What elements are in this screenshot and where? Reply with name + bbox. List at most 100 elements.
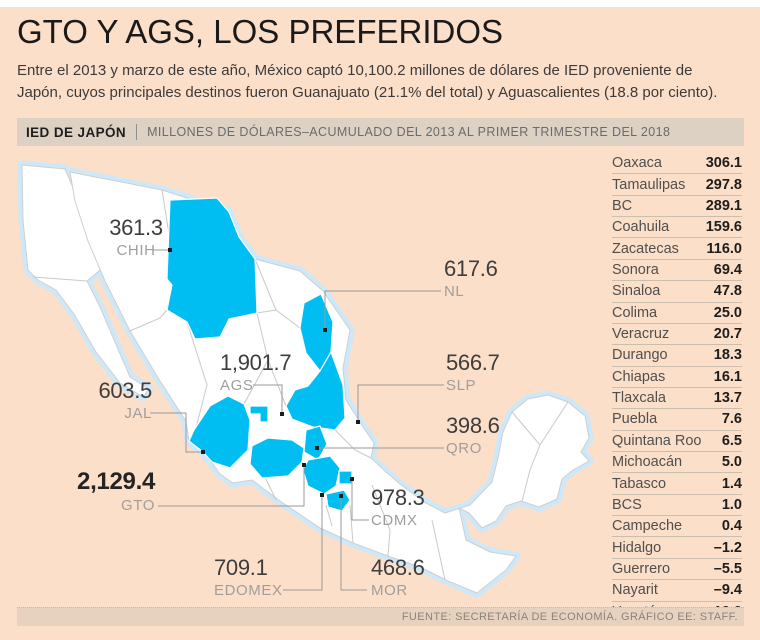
- source-bar: FUENTE: SECRETARÍA DE ECONOMÍA. GRÁFICO …: [17, 607, 744, 626]
- state-value: 1.4: [721, 475, 742, 492]
- callout-connector-lines: [150, 249, 444, 591]
- state-name: Tamaulipas: [612, 176, 686, 193]
- table-row: Nayarit –9.4: [612, 580, 742, 602]
- state-value: 6.5: [721, 432, 742, 449]
- state-name: Oaxaca: [612, 155, 662, 172]
- state-name: Colima: [612, 304, 658, 321]
- page-subtitle: Entre el 2013 y marzo de este año, Méxic…: [17, 62, 718, 101]
- state-name: Guerrero: [612, 561, 671, 577]
- top-white-strip: [0, 0, 760, 7]
- state-name: Veracruz: [612, 326, 670, 343]
- highlighted-states: [166, 197, 353, 512]
- band-separator: [136, 124, 138, 140]
- state-name: Quintana Roo: [612, 432, 702, 449]
- callout-value: 468.6: [371, 555, 425, 580]
- callout-code: CHIH: [116, 242, 156, 259]
- callout-code: MOR: [371, 582, 408, 599]
- state-name: Durango: [612, 347, 668, 364]
- state-values-table: Oaxaca 306.1 Tamaulipas 297.8 BC 289.1 C…: [612, 153, 742, 623]
- callout-code: AGS: [220, 377, 254, 394]
- state-value: –5.5: [713, 561, 742, 577]
- state-value: 47.8: [713, 283, 742, 300]
- table-row: Tabasco 1.4: [612, 473, 742, 495]
- state-value: 69.4: [713, 261, 742, 278]
- state-value: 306.1: [705, 155, 742, 172]
- state-name: Sonora: [612, 261, 659, 278]
- state-morelos: [325, 489, 351, 512]
- table-row: Campeche 0.4: [612, 516, 742, 538]
- state-name: Michoacán: [612, 454, 683, 471]
- callout-value: 398.6: [446, 413, 500, 438]
- state-name: Sinaloa: [612, 283, 661, 300]
- state-value: 5.0: [721, 454, 742, 471]
- state-aguascalientes: [249, 405, 269, 423]
- state-name: Campeche: [612, 518, 683, 535]
- state-value: 16.1: [713, 368, 742, 385]
- table-row: Veracruz 20.7: [612, 324, 742, 346]
- callout-code: GTO: [120, 497, 155, 514]
- table-row: Quintana Roo 6.5: [612, 431, 742, 453]
- callout-value: 1,901.7: [220, 350, 292, 375]
- callout-code: NL: [444, 283, 465, 300]
- state-value: 1.0: [721, 496, 742, 513]
- table-row: Sinaloa 47.8: [612, 281, 742, 303]
- state-value: 20.7: [713, 326, 742, 343]
- map-callout-slp: 566.7 SLP: [446, 350, 500, 394]
- callout-value: 709.1: [214, 555, 268, 580]
- state-borders: [32, 189, 569, 581]
- state-value: 13.7: [713, 390, 742, 407]
- callout-value: 978.3: [371, 485, 425, 510]
- table-row: Durango 18.3: [612, 345, 742, 367]
- state-queretaro: [303, 425, 328, 461]
- callout-value: 617.6: [444, 256, 498, 281]
- state-value: 289.1: [705, 197, 742, 214]
- callout-code: QRO: [446, 440, 482, 457]
- table-row: Sonora 69.4: [612, 260, 742, 282]
- table-row: Hidalgo –1.2: [612, 537, 742, 559]
- table-row: Puebla 7.6: [612, 409, 742, 431]
- table-row: Tlaxcala 13.7: [612, 388, 742, 410]
- map-callout-jal: 603.5 JAL: [57, 378, 152, 422]
- state-chihuahua: [166, 197, 258, 340]
- state-value: 297.8: [705, 176, 742, 193]
- state-value: –1.2: [713, 539, 742, 556]
- map-callout-gto: 2,129.4 GTO: [40, 468, 155, 514]
- table-row: Chiapas 16.1: [612, 367, 742, 388]
- state-name: BCS: [612, 496, 642, 513]
- callout-anchor-dots: [168, 248, 360, 498]
- callout-code: CDMX: [371, 512, 418, 529]
- callout-value: 361.3: [109, 215, 163, 240]
- state-name: Hidalgo: [612, 539, 662, 556]
- state-value: 7.6: [721, 411, 742, 428]
- chart-header-label: IED DE JAPÓN: [26, 124, 127, 140]
- table-row: Colima 25.0: [612, 303, 742, 324]
- callout-value: 603.5: [98, 378, 152, 403]
- state-name: Zacatecas: [612, 240, 679, 257]
- state-value: 159.6: [705, 219, 742, 236]
- chart-header-units: MILLONES DE DÓLARES–ACUMULADO DEL 2013 A…: [147, 125, 671, 139]
- callout-code: JAL: [124, 405, 152, 422]
- state-name: Tabasco: [612, 475, 667, 492]
- state-name: BC: [612, 197, 633, 214]
- table-row: Oaxaca 306.1: [612, 153, 742, 175]
- callout-code: SLP: [446, 377, 477, 394]
- source-text: FUENTE: SECRETARÍA DE ECONOMÍA. GRÁFICO …: [401, 611, 738, 623]
- page-title: GTO Y AGS, LOS PREFERIDOS: [17, 13, 503, 50]
- state-name: Coahuila: [612, 219, 670, 236]
- state-san-luis-potosi: [285, 351, 346, 431]
- state-name: Tlaxcala: [612, 390, 666, 407]
- map-callout-nl: 617.6 NL: [444, 256, 498, 300]
- state-value: –9.4: [713, 582, 742, 599]
- map-callout-edomex: 709.1 EDOMEX: [214, 555, 283, 599]
- state-value: 25.0: [713, 304, 742, 321]
- chart-header-band: IED DE JAPÓN MILLONES DE DÓLARES–ACUMULA…: [17, 118, 744, 146]
- table-row: Guerrero –5.5: [612, 559, 742, 581]
- map-callout-mor: 468.6 MOR: [371, 555, 425, 599]
- state-name: Nayarit: [612, 582, 658, 599]
- table-row: Coahuila 159.6: [612, 217, 742, 239]
- map-callout-cdmx: 978.3 CDMX: [371, 485, 425, 529]
- map-callout-ags: 1,901.7 AGS: [220, 350, 292, 394]
- table-row: Zacatecas 116.0: [612, 238, 742, 260]
